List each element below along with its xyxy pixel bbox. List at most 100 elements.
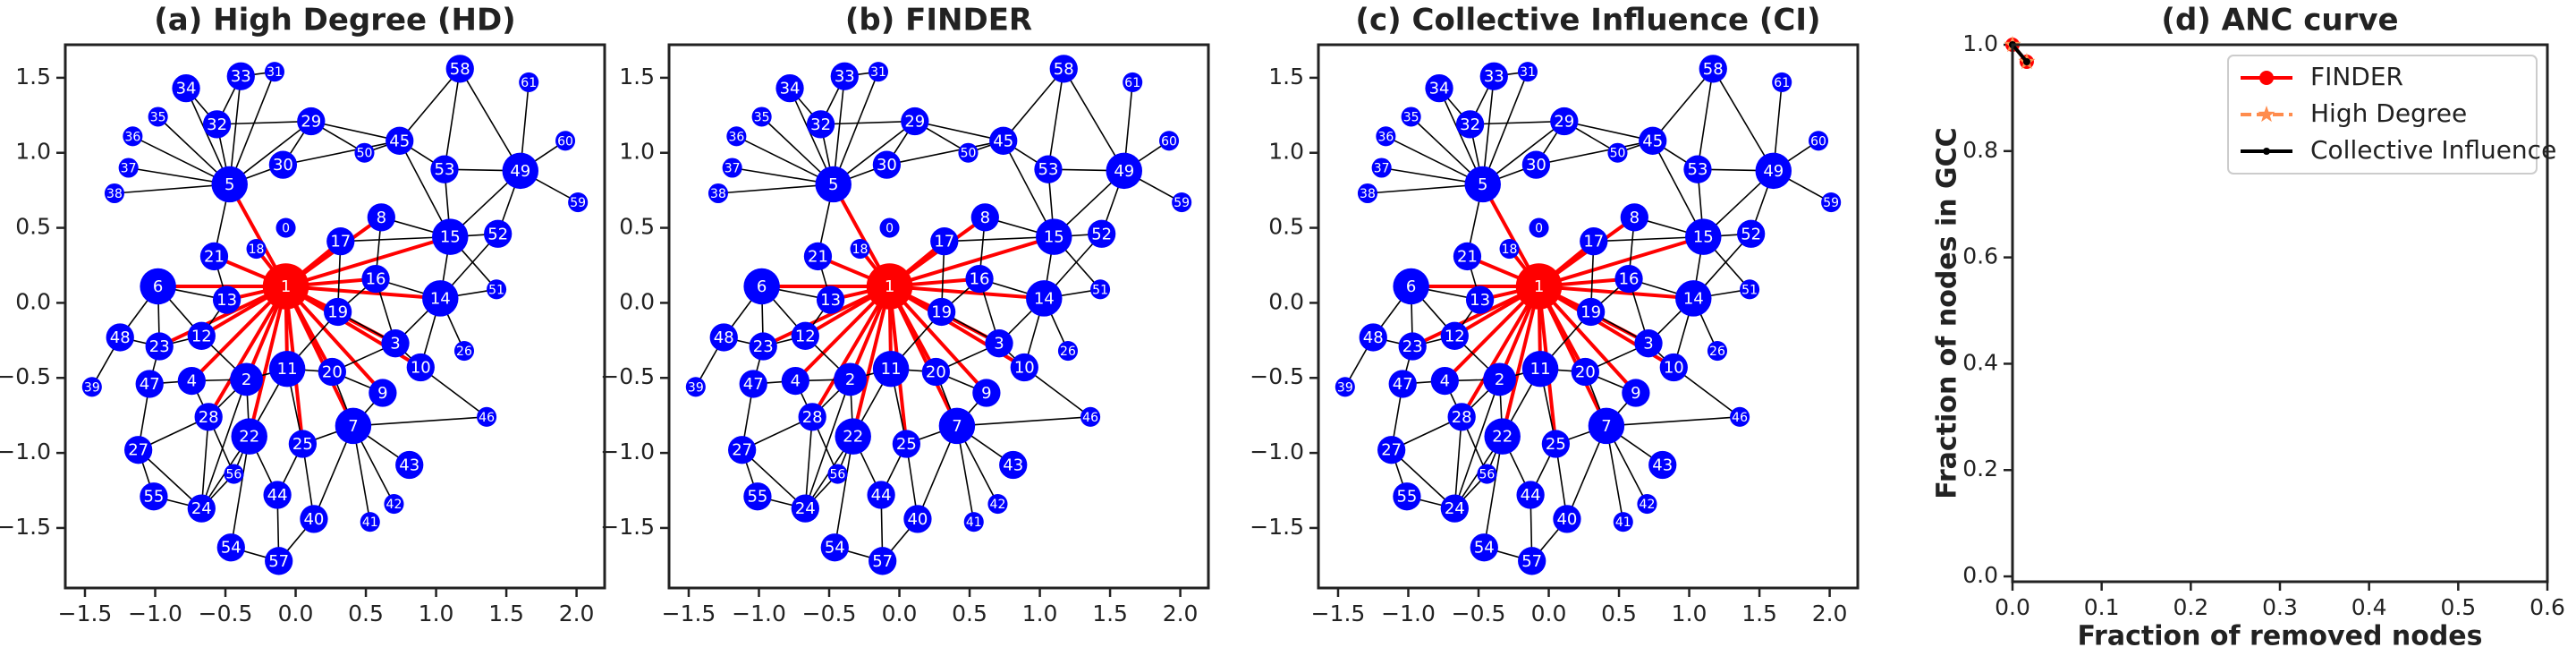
node-label: 23	[149, 337, 170, 356]
edge	[138, 449, 202, 509]
node-label: 45	[993, 132, 1013, 150]
edge	[889, 284, 1045, 301]
edge	[1606, 416, 1741, 427]
node-label: 4	[1440, 372, 1450, 391]
node	[335, 407, 372, 445]
y-tick-label: −0.5	[600, 363, 655, 389]
node-label: 58	[1054, 60, 1074, 79]
node	[211, 166, 248, 203]
node	[395, 450, 424, 480]
edge	[340, 235, 451, 243]
node-label: 27	[128, 441, 148, 460]
node	[1080, 406, 1101, 427]
node	[743, 482, 772, 511]
node-label: 26	[456, 345, 472, 359]
node-label: 0	[886, 222, 894, 236]
node	[708, 183, 729, 204]
node-label: 41	[362, 515, 378, 530]
edge	[1538, 284, 1694, 301]
x-tick-label: −1.5	[662, 601, 716, 626]
node	[1470, 533, 1498, 562]
edge	[230, 436, 250, 548]
edge	[1481, 71, 1529, 185]
node-label: 5	[828, 175, 838, 194]
node	[1036, 218, 1072, 255]
node	[972, 379, 1001, 407]
node	[1685, 218, 1722, 255]
node-label: 23	[1402, 337, 1423, 356]
node-label: 44	[267, 486, 288, 505]
x-tick-label: 0.3	[2262, 594, 2298, 620]
y-tick-label: 0.8	[1962, 137, 1998, 163]
node-label: 34	[780, 80, 801, 98]
x-tick-label: 0.5	[952, 601, 987, 626]
node-label: 37	[121, 161, 137, 175]
node-label: 44	[1521, 486, 1541, 505]
node-label: 9	[377, 384, 387, 403]
node-label: 18	[1502, 243, 1518, 257]
node-label: 30	[273, 156, 293, 175]
node	[1707, 341, 1728, 362]
node-label: 14	[1683, 289, 1704, 308]
y-tick-label: 0.6	[1962, 243, 1998, 269]
node-label: 53	[435, 160, 455, 179]
edge	[399, 68, 461, 141]
node-label: 46	[1082, 411, 1098, 425]
node-label: 25	[1546, 435, 1566, 454]
y-axis-label: Fraction of nodes in GCC	[1932, 127, 1963, 498]
node	[360, 512, 380, 532]
node	[123, 126, 143, 147]
node	[326, 227, 355, 256]
node-label: 3	[390, 335, 400, 354]
node-label: 55	[747, 488, 767, 507]
edge	[851, 285, 892, 438]
edge	[888, 285, 988, 395]
node-label: 48	[110, 328, 131, 347]
edge	[285, 284, 441, 301]
node-label: 37	[1374, 161, 1390, 175]
node-label: 32	[1460, 115, 1480, 134]
node-label: 14	[430, 289, 451, 308]
node-label: 60	[1810, 134, 1826, 149]
legend-box	[2227, 55, 2538, 175]
node-label: 26	[1709, 345, 1725, 359]
edge	[459, 68, 521, 172]
node	[453, 341, 475, 362]
node	[104, 183, 125, 204]
node	[1737, 219, 1766, 248]
node-label: 6	[757, 277, 767, 296]
node	[145, 332, 174, 361]
edge	[284, 285, 355, 427]
node-label: 33	[1484, 67, 1504, 86]
edge	[914, 120, 1004, 142]
node-label: 7	[1601, 417, 1611, 436]
axes-frame	[1317, 43, 1860, 590]
node-label: 4	[187, 372, 197, 391]
node	[791, 494, 819, 523]
node-label: 21	[1457, 247, 1478, 266]
node	[1499, 239, 1520, 260]
x-tick-label: 0.5	[2440, 594, 2476, 620]
edge	[717, 183, 834, 194]
node	[965, 264, 994, 294]
node	[1821, 192, 1842, 213]
x-tick-label: 1.0	[419, 601, 454, 626]
node-label: 33	[231, 67, 251, 86]
node-label: 51	[1741, 283, 1758, 297]
node	[275, 217, 296, 238]
node-label: 18	[852, 243, 869, 257]
node-label: 52	[1091, 225, 1112, 243]
y-tick-label: −1.0	[600, 439, 655, 464]
chart-title: (c) Collective Influence (CI)	[1355, 3, 1820, 38]
node-label: 51	[488, 283, 504, 297]
node-label: 2	[1495, 371, 1504, 389]
node	[820, 533, 849, 562]
node-label: 13	[820, 291, 841, 310]
edge	[444, 68, 462, 170]
node	[1335, 377, 1355, 397]
axes-frame	[64, 43, 606, 590]
node-label: 16	[1619, 270, 1640, 289]
edge	[284, 285, 385, 395]
node	[834, 362, 867, 396]
node-label: 22	[239, 428, 259, 447]
